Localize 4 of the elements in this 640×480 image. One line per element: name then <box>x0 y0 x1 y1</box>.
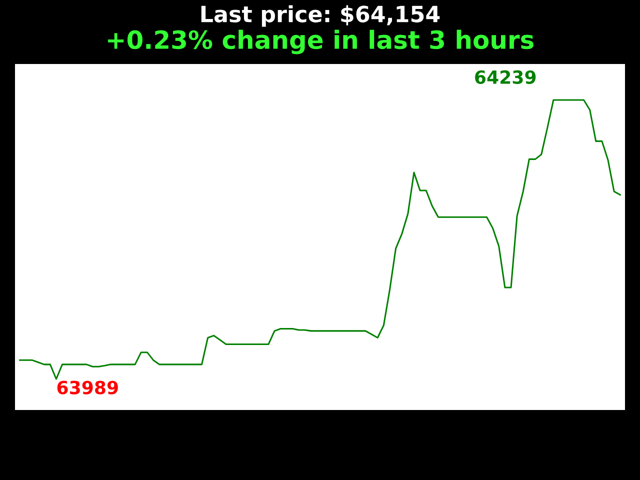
chart-title: Last price: $64,154 <box>201 5 440 27</box>
text: 64239 <box>475 70 536 84</box>
annotation: 63989 <box>57 380 118 394</box>
chart-subtitle: +0.23% change in last 3 hours <box>108 30 534 54</box>
